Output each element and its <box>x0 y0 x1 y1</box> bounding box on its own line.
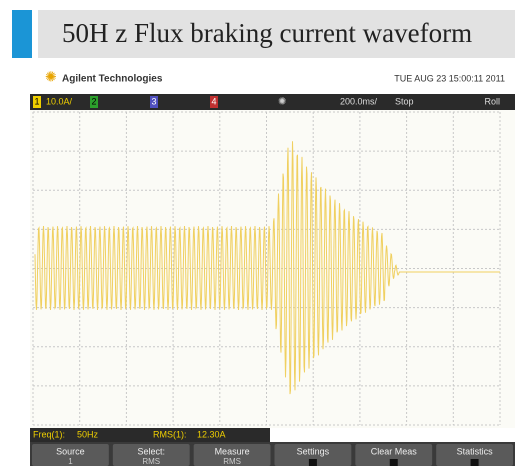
softkey-knob <box>390 459 398 466</box>
softkey-label: Select: <box>137 446 165 456</box>
logo-mark: ✺ <box>45 69 57 85</box>
measure-bar <box>30 428 270 442</box>
title: 50H z Flux braking current waveform <box>62 18 472 48</box>
measure-label: RMS(1): <box>153 429 187 439</box>
softkey-label: Source <box>56 446 85 456</box>
title-accent <box>12 10 32 58</box>
softkey-knob <box>471 459 479 466</box>
measure-label: Freq(1): <box>33 429 65 439</box>
run-state: Stop <box>395 96 414 106</box>
softkey-label: Statistics <box>457 446 494 456</box>
softkey-sub: 1 <box>68 457 73 466</box>
softkey-sub: RMS <box>142 457 160 466</box>
brand: Agilent Technologies <box>62 74 163 85</box>
ch1-scale: 10.0A/ <box>46 96 73 106</box>
time-scale: 200.0ms/ <box>340 96 378 106</box>
trigger-icon: ✺ <box>278 97 286 108</box>
ch1: 1 <box>34 96 39 106</box>
softkey-label: Settings <box>297 446 330 456</box>
softkey-sub: RMS <box>223 457 241 466</box>
page: 50H z Flux braking current waveform ✺ Ag… <box>0 0 515 466</box>
timestamp: TUE AUG 23 15:00:11 2011 <box>394 73 505 83</box>
ch3: 3 <box>151 96 156 106</box>
screenshot: 50H z Flux braking current waveform ✺ Ag… <box>0 0 515 466</box>
softkey-label: Measure <box>215 446 250 456</box>
softkey-knob <box>309 459 317 466</box>
measure-value: 12.30A <box>197 429 226 439</box>
ch2: 2 <box>91 96 96 106</box>
mode: Roll <box>484 96 500 106</box>
ch4: 4 <box>211 96 216 106</box>
softkey-label: Clear Meas <box>371 446 418 456</box>
status-bar <box>30 94 515 110</box>
measure-value: 50Hz <box>77 429 99 439</box>
